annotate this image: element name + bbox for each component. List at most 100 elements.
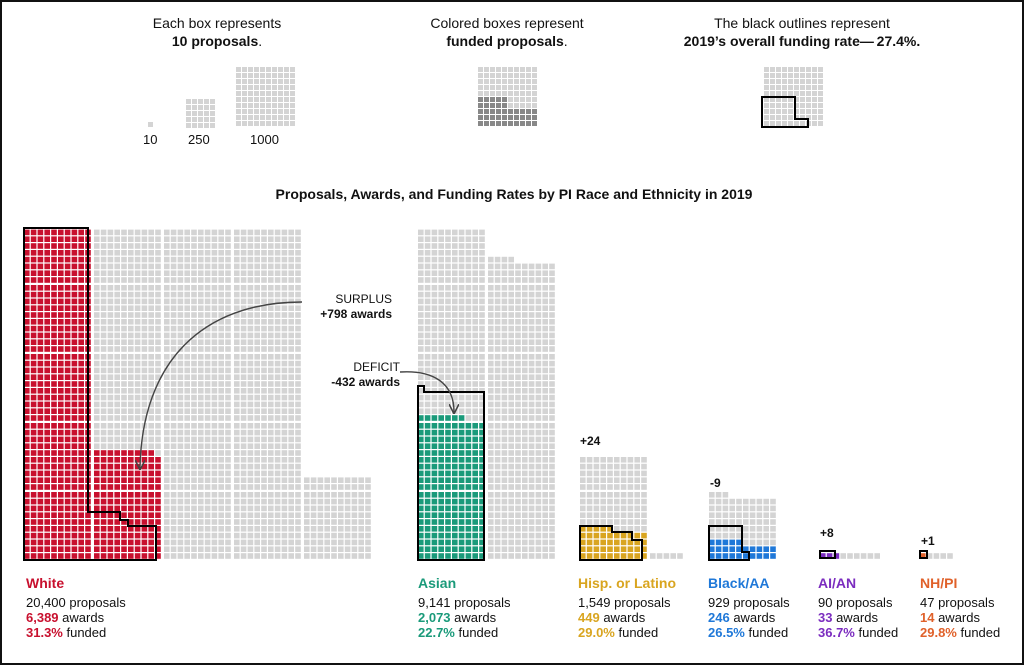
white-box [100,250,107,256]
asian-box [522,325,528,332]
white-box [198,388,204,394]
asian-box [445,319,451,325]
asian-box-funded [458,436,465,443]
funded-value: 29.8% [920,625,957,640]
legend-box-1000 [278,91,283,96]
awards-value: 2,073 [418,610,451,625]
white-box-funded [64,492,71,498]
white-box-funded [155,492,161,498]
black-box [729,498,735,505]
asian-box [431,256,438,263]
legend-box-1000 [260,79,265,84]
white-box [141,285,148,291]
asian-box [535,519,542,525]
asian-box [522,463,528,470]
asian-box [515,457,521,463]
white-box-funded [121,505,127,512]
white-box [94,443,100,449]
white-box [155,291,161,298]
asian-box [535,291,542,298]
legend-box-outline [776,67,781,72]
asian-box-funded [479,512,485,518]
white-box-funded [37,243,44,249]
asian-box-funded [431,436,438,443]
white-box-funded [51,532,57,539]
white-box-funded [51,263,57,270]
white-box [170,512,177,518]
white-box-funded [44,429,50,436]
white-box [170,408,177,414]
legend-box-1000 [248,109,253,114]
white-box-funded [85,553,91,559]
legend-box-funded [526,67,531,72]
white-box [225,429,231,436]
white-box [268,298,274,305]
white-box-funded [78,312,84,318]
white-box [164,319,170,325]
white-box-funded [58,360,64,367]
white-box-funded [44,360,50,367]
white-box [247,429,254,436]
legend-box-outline [812,85,817,90]
legend-box-funded [484,115,489,120]
hispanic-box [634,498,640,505]
asian-box [508,484,514,490]
white-box [268,388,274,394]
white-box [204,443,211,449]
hispanic-box-funded [580,532,586,539]
white-box-funded [24,408,30,414]
white-box [288,236,294,242]
asian-box [549,277,555,283]
hispanic-box-funded [586,553,593,559]
legend-box-1000 [236,79,241,84]
white-box [100,270,107,276]
asian-box-funded [424,505,431,512]
white-box [148,256,154,263]
asian-box-funded [458,423,465,429]
asian-box [465,285,472,291]
black-box [743,532,749,539]
asian-box-funded [431,492,438,498]
asian-box [494,463,501,470]
asian-box [515,270,521,276]
white-box [191,285,197,291]
white-box [128,270,134,276]
white-box-funded [78,546,84,552]
white-box [288,450,294,456]
white-box-funded [30,339,37,345]
white-box [274,401,281,408]
hispanic-box [634,492,640,498]
white-box-funded [64,312,71,318]
white-box [184,463,190,470]
asian-box [528,470,535,477]
white-box [100,423,107,429]
white-box [191,436,197,443]
white-box [128,388,134,394]
white-box [191,408,197,414]
white-box [358,484,364,490]
awards-value: 449 [578,610,600,625]
legend-box-outline [812,79,817,84]
asian-box [549,429,555,436]
white-box [281,325,288,332]
white-box [295,484,301,490]
white-box-funded [78,443,84,449]
white-box [268,332,274,339]
asian-box [488,519,494,525]
white-box [128,401,134,408]
white-box [134,243,141,249]
asian-box [465,394,472,401]
white-box-funded [37,539,44,546]
white-box [358,505,364,512]
legend-box-funded [526,103,531,108]
white-box [134,388,141,394]
legend-box-outline [818,103,823,108]
white-box [274,519,281,525]
asian-box [418,339,424,345]
white-box-funded [94,484,100,490]
white-box [204,463,211,470]
white-box-funded [24,492,30,498]
white-box [218,484,224,490]
white-box [198,443,204,449]
white-box-funded [71,401,78,408]
